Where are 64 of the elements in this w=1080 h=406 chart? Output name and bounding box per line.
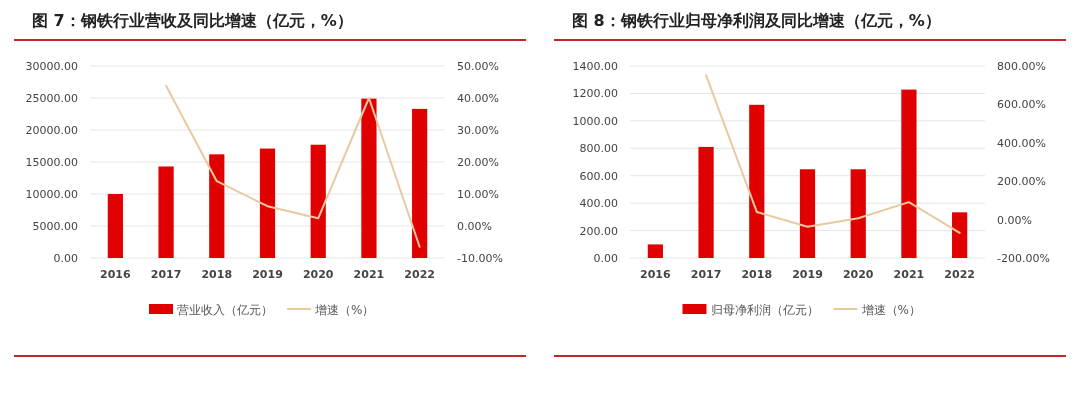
- y-tick-label: 1000.00: [572, 114, 618, 128]
- y-tick-label: 20000.00: [25, 124, 78, 137]
- x-tick-label: 2019: [792, 268, 823, 281]
- bar: [647, 244, 663, 258]
- y2-tick-label: 30.00%: [457, 124, 499, 137]
- bar: [850, 169, 866, 258]
- x-tick-label: 2019: [252, 268, 283, 281]
- y-tick-label: 10000.00: [25, 188, 78, 201]
- y-tick-label: 800.00: [579, 142, 618, 156]
- bar: [158, 166, 174, 258]
- y2-tick-label: 800.00%: [997, 60, 1046, 73]
- y2-tick-label: 200.00%: [997, 175, 1046, 189]
- bar: [952, 212, 968, 258]
- x-tick-label: 2020: [302, 268, 334, 281]
- y-tick-label: 200.00: [579, 224, 618, 238]
- y2-tick-label: 600.00%: [997, 98, 1046, 112]
- line-series: [165, 84, 421, 248]
- y2-tick-label: 10.00%: [457, 188, 499, 201]
- y2-tick-label: -10.00%: [457, 252, 503, 265]
- x-tick-label: 2018: [201, 268, 233, 281]
- y-tick-label: 600.00: [579, 169, 618, 183]
- bar: [107, 194, 123, 258]
- bar: [361, 98, 377, 258]
- y2-tick-label: -200.00%: [997, 252, 1050, 265]
- bar: [412, 108, 428, 258]
- bar: [698, 146, 714, 258]
- y-tick-label: 0.00: [53, 252, 78, 265]
- bar: [259, 148, 276, 258]
- y2-tick-label: 400.00%: [997, 136, 1046, 150]
- y-tick-label: 5000.00: [32, 220, 78, 233]
- y-tick-label: 25000.00: [25, 92, 78, 105]
- bar: [799, 169, 816, 258]
- x-tick-label: 2016: [640, 268, 672, 281]
- legend-label: 归母净利润（亿元）: [710, 303, 819, 317]
- y2-tick-label: 40.00%: [457, 92, 499, 105]
- chart-title: 图 8：钢铁行业归母净利润及同比增速（亿元，%）: [572, 11, 941, 30]
- x-tick-label: 2022: [944, 268, 975, 281]
- bar: [901, 89, 917, 258]
- y-tick-label: 400.00: [579, 197, 618, 211]
- x-tick-label: 2021: [353, 268, 385, 281]
- y-tick-label: 30000.00: [25, 60, 78, 73]
- line-series: [705, 74, 961, 234]
- x-tick-label: 2017: [150, 268, 182, 281]
- y-tick-label: 1200.00: [572, 87, 618, 101]
- y2-tick-label: 0.00%: [997, 213, 1032, 227]
- legend-label: 增速（%）: [314, 303, 375, 317]
- bar: [209, 154, 225, 258]
- y2-tick-label: 0.00%: [457, 220, 492, 233]
- chart-title: 图 7：钢铁行业营收及同比增速（亿元，%）: [32, 11, 353, 30]
- legend-label: 增速（%）: [860, 303, 921, 317]
- y2-tick-label: 50.00%: [457, 60, 499, 73]
- y-tick-label: 1400.00: [572, 60, 618, 73]
- x-tick-label: 2020: [842, 268, 874, 281]
- bar: [749, 104, 765, 258]
- y-tick-label: 0.00: [593, 252, 618, 265]
- legend-label: 营业收入（亿元）: [177, 303, 273, 317]
- x-tick-label: 2016: [100, 268, 132, 281]
- x-tick-label: 2022: [404, 268, 435, 281]
- x-tick-label: 2021: [893, 268, 925, 281]
- y-tick-label: 15000.00: [25, 156, 78, 169]
- x-tick-label: 2018: [741, 268, 773, 281]
- bar: [310, 144, 326, 258]
- x-tick-label: 2017: [690, 268, 722, 281]
- y2-tick-label: 20.00%: [457, 156, 499, 169]
